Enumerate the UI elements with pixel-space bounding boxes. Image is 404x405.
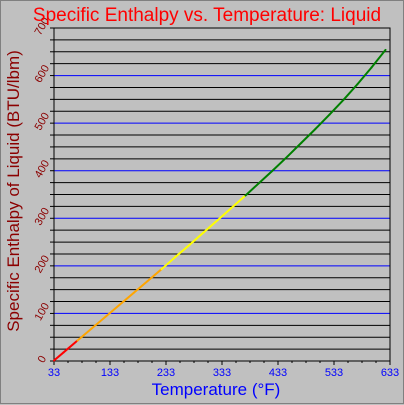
series-segment xyxy=(258,168,275,184)
y-tick-label: 0 xyxy=(36,354,49,365)
series-segment xyxy=(118,291,135,306)
series-segment xyxy=(244,181,261,197)
x-tick-label: 433 xyxy=(269,367,287,379)
series-segment xyxy=(62,339,79,354)
y-tick-label: 600 xyxy=(33,63,53,85)
series-segment xyxy=(202,219,219,234)
chart-title: Specific Enthalpy vs. Temperature: Liqui… xyxy=(33,5,381,26)
series-segment xyxy=(314,113,331,130)
series-segment xyxy=(132,280,149,294)
series-segment xyxy=(53,351,65,362)
series-segment xyxy=(272,155,289,171)
y-tick-label: 100 xyxy=(33,301,53,323)
y-tick-label: 200 xyxy=(33,253,53,275)
tick-marks xyxy=(50,27,391,365)
x-tick-label: 233 xyxy=(157,367,175,379)
series-segment xyxy=(300,127,317,144)
x-tick-labels: 33 133 233 333 433 533 633 xyxy=(48,367,399,379)
series-segment xyxy=(286,141,303,158)
y-tick-label: 500 xyxy=(33,111,53,133)
y-tick-label: 300 xyxy=(33,206,53,228)
series-segment xyxy=(216,206,233,222)
series-segment xyxy=(174,243,191,258)
x-tick-label: 33 xyxy=(48,367,60,379)
x-tick-label: 533 xyxy=(325,367,343,379)
series-segment xyxy=(328,98,345,116)
series-segment xyxy=(90,315,107,330)
x-axis-label: Temperature (°F) xyxy=(152,380,281,399)
x-tick-label: 633 xyxy=(381,367,399,379)
grid-lines xyxy=(54,39,390,350)
series-segment xyxy=(76,327,93,342)
series-segment xyxy=(342,83,359,101)
series-line xyxy=(53,48,387,362)
y-tick-label: 400 xyxy=(33,158,53,180)
x-tick-label: 133 xyxy=(101,367,119,379)
y-axis-label: Specific Enthalpy of Liquid (BTU/lbm) xyxy=(4,50,23,332)
series-segment xyxy=(146,268,163,283)
series-segment xyxy=(188,231,205,246)
series-segment xyxy=(104,303,121,318)
series-segment xyxy=(356,66,373,86)
series-segment xyxy=(370,48,387,69)
series-segment xyxy=(160,255,177,271)
x-tick-label: 333 xyxy=(213,367,231,379)
series-segment xyxy=(230,194,247,209)
